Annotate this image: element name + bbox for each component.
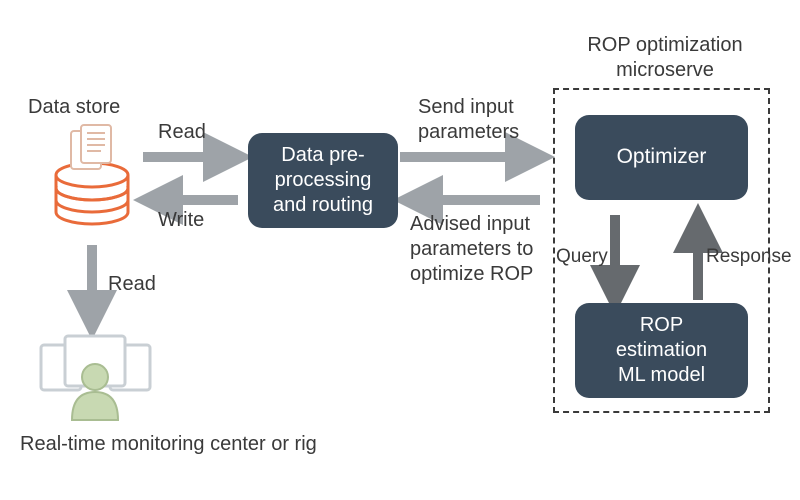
advised-label: Advised input parameters to optimize ROP <box>410 212 533 287</box>
send-line2: parameters <box>418 120 519 145</box>
advised-line2: parameters to <box>410 237 533 262</box>
send-label: Send input parameters <box>418 95 519 145</box>
rop-title-line2: microserve <box>560 58 770 83</box>
preprocessing-line2: processing <box>273 168 373 193</box>
monitoring-label: Real-time monitoring center or rig <box>20 432 317 457</box>
preprocessing-line3: and routing <box>273 193 373 218</box>
datastore-icon <box>45 120 140 230</box>
preprocessing-line1: Data pre- <box>273 143 373 168</box>
advised-line3: optimize ROP <box>410 262 533 287</box>
mlmodel-node: ROP estimation ML model <box>575 303 748 398</box>
mlmodel-line3: ML model <box>616 363 707 388</box>
rop-title: ROP optimization microserve <box>560 33 770 83</box>
rop-title-line1: ROP optimization <box>560 33 770 58</box>
query-label: Query <box>556 245 608 269</box>
optimizer-label: Optimizer <box>617 144 707 170</box>
preprocessing-node: Data pre- processing and routing <box>248 133 398 228</box>
optimizer-node: Optimizer <box>575 115 748 200</box>
mlmodel-line1: ROP <box>616 313 707 338</box>
send-line1: Send input <box>418 95 519 120</box>
advised-line1: Advised input <box>410 212 533 237</box>
response-label: Response <box>706 245 792 269</box>
datastore-title: Data store <box>28 95 120 120</box>
mlmodel-line2: estimation <box>616 338 707 363</box>
read-top-label: Read <box>158 120 206 145</box>
user-monitor-icon <box>38 330 153 425</box>
read-bottom-label: Read <box>108 272 156 297</box>
write-label: Write <box>158 208 204 233</box>
